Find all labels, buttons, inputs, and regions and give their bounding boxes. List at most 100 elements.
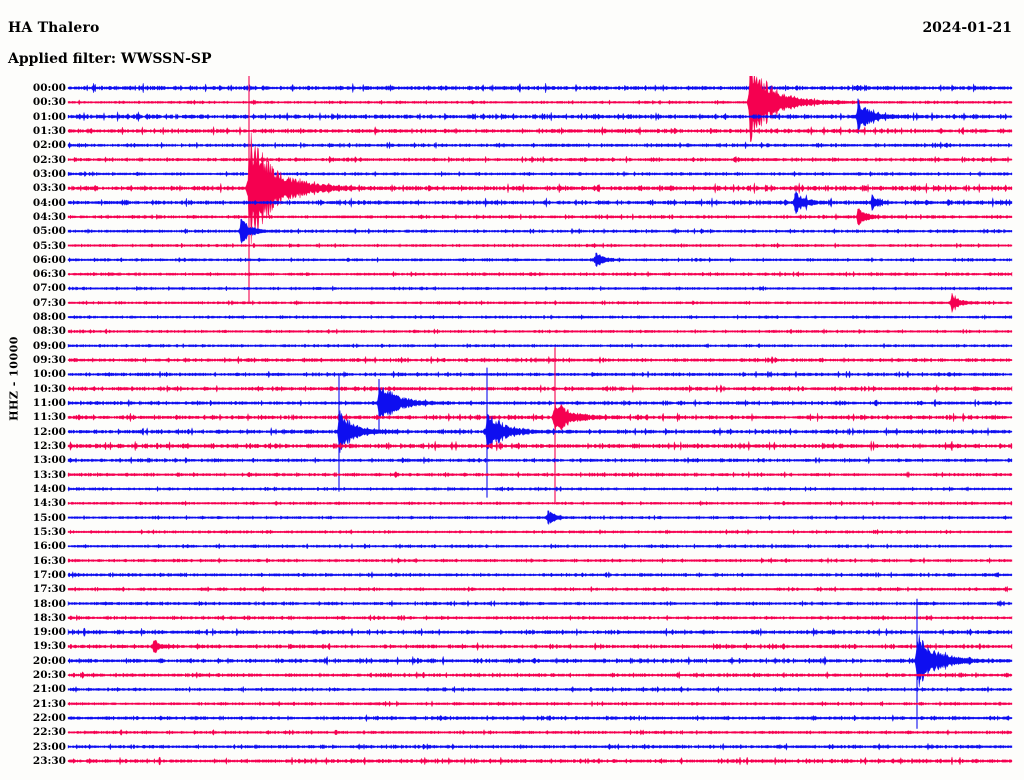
time-tick-label: 01:00 <box>32 110 66 123</box>
time-tick-label: 17:00 <box>32 568 66 581</box>
time-tick-label: 06:30 <box>32 268 66 281</box>
time-tick-label: 00:30 <box>32 96 66 109</box>
time-tick-label: 15:00 <box>32 511 66 524</box>
trace-row <box>67 410 1013 453</box>
time-tick-label: 06:00 <box>32 253 66 266</box>
time-tick-label: 09:00 <box>32 339 66 352</box>
station-title: HA Thalero <box>8 20 100 36</box>
time-tick-label: 10:30 <box>32 382 66 395</box>
time-tick-label: 14:30 <box>32 497 66 510</box>
trace-row <box>67 355 1013 365</box>
time-tick-label: 13:00 <box>32 454 66 467</box>
time-tick-label: 11:00 <box>32 397 66 410</box>
time-tick-label: 22:30 <box>32 726 66 739</box>
time-tick-label: 08:30 <box>32 325 66 338</box>
seismic-traces <box>67 76 1013 766</box>
time-tick-label: 09:30 <box>32 354 66 367</box>
trace-row <box>67 685 1013 694</box>
trace-row <box>67 208 1013 226</box>
time-tick-label: 05:00 <box>32 225 66 238</box>
time-tick-label: 20:30 <box>32 669 66 682</box>
time-tick-label: 18:30 <box>32 611 66 624</box>
time-tick-label: 04:30 <box>32 210 66 223</box>
time-tick-label: 17:30 <box>32 583 66 596</box>
applied-filter-label: Applied filter: WWSSN-SP <box>8 51 212 67</box>
trace-row <box>67 252 1013 268</box>
trace-row <box>67 634 1013 688</box>
time-tick-label: 07:30 <box>32 296 66 309</box>
time-tick-label: 23:00 <box>32 740 66 753</box>
trace-row <box>67 328 1013 335</box>
trace-row <box>67 627 1013 637</box>
trace-row <box>67 384 1013 394</box>
trace-row <box>67 614 1013 622</box>
trace-row <box>67 485 1013 493</box>
time-tick-label: 04:00 <box>32 196 66 209</box>
time-tick-label: 08:00 <box>32 311 66 324</box>
time-tick-label: 03:00 <box>32 167 66 180</box>
trace-row <box>67 190 1013 215</box>
time-tick-label: 14:00 <box>32 482 66 495</box>
time-tick-label: 00:00 <box>32 82 66 94</box>
time-tick-label: 15:30 <box>32 525 66 538</box>
time-axis-ticks: 00:00 00:30 01:00 01:30 02:00 02:30 03:00 03:30… <box>0 76 66 776</box>
trace-row <box>67 713 1013 723</box>
trace-row <box>67 700 1013 708</box>
time-tick-label: 01:30 <box>32 124 66 137</box>
trace-row <box>67 155 1013 164</box>
trace-row <box>67 141 1013 150</box>
time-tick-label: 02:30 <box>32 153 66 166</box>
time-tick-label: 05:30 <box>32 239 66 252</box>
trace-row <box>67 470 1013 479</box>
trace-row <box>67 402 1013 432</box>
trace-row <box>67 571 1013 579</box>
helicorder-plot <box>0 76 1024 776</box>
time-tick-label: 12:30 <box>32 440 66 452</box>
record-date: 2024-01-21 <box>922 20 1012 36</box>
trace-row <box>67 456 1013 465</box>
trace-row <box>67 386 1013 420</box>
trace-row <box>67 440 1013 452</box>
trace-row <box>67 542 1013 550</box>
trace-row <box>67 742 1013 751</box>
trace-row <box>67 509 1013 526</box>
time-tick-label: 03:30 <box>32 182 66 195</box>
time-tick-label: 13:30 <box>32 468 66 481</box>
trace-row <box>67 76 1013 142</box>
trace-row <box>67 599 1013 608</box>
trace-row <box>67 370 1013 379</box>
time-tick-label: 16:30 <box>32 554 66 567</box>
trace-row <box>67 314 1013 321</box>
time-tick-label: 20:00 <box>32 654 66 667</box>
trace-row <box>67 756 1013 766</box>
time-tick-label: 02:00 <box>32 139 66 152</box>
trace-row <box>67 585 1013 593</box>
time-tick-label: 21:30 <box>32 697 66 710</box>
time-tick-label: 11:30 <box>32 411 66 424</box>
trace-row <box>67 500 1013 507</box>
trace-row <box>67 218 1013 245</box>
time-tick-label: 23:30 <box>32 755 66 768</box>
trace-row <box>67 170 1013 178</box>
trace-row <box>67 528 1013 536</box>
trace-row <box>67 125 1013 136</box>
trace-row <box>67 270 1013 278</box>
trace-row <box>67 557 1013 565</box>
time-tick-label: 07:00 <box>32 282 66 295</box>
trace-row <box>67 293 1013 313</box>
trace-row <box>67 670 1013 680</box>
time-tick-label: 19:30 <box>32 640 66 653</box>
trace-row <box>67 82 1013 94</box>
time-tick-label: 22:00 <box>32 712 66 725</box>
trace-row <box>67 132 1013 244</box>
trace-row <box>67 342 1013 349</box>
trace-row <box>67 99 1013 134</box>
time-tick-label: 18:00 <box>32 597 66 610</box>
trace-row <box>67 242 1013 249</box>
trace-row <box>67 639 1013 654</box>
time-tick-label: 19:00 <box>32 626 66 639</box>
trace-row <box>67 285 1013 292</box>
time-tick-label: 10:00 <box>32 368 66 381</box>
trace-row <box>67 729 1013 736</box>
